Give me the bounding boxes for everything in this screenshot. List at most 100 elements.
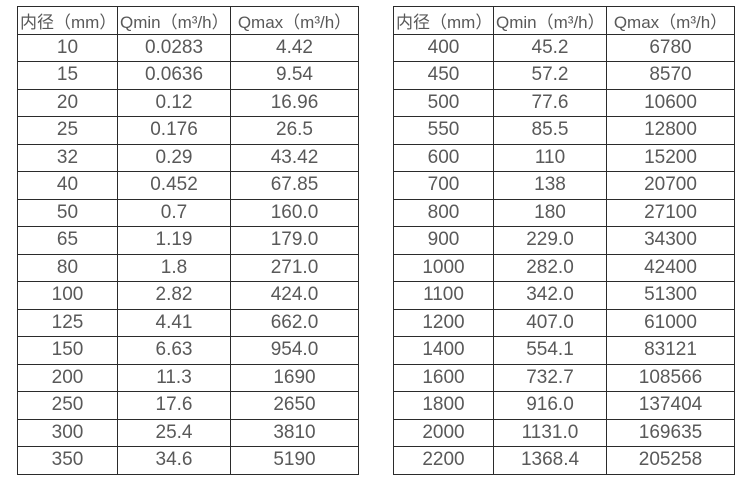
table-cell: 407.0: [493, 308, 607, 337]
table-cell: 700: [393, 171, 494, 200]
flow-table-small-diameters: 内径（mm） Qmin（m³/h） Qmax（m³/h） 10 0.0283 4.42 15…: [17, 6, 359, 475]
table-cell: 20: [17, 88, 118, 117]
table-row: 1200 407.0 61000: [393, 308, 735, 337]
table-cell: 26.5: [230, 116, 359, 145]
table-cell: 25.4: [117, 418, 231, 447]
table-row: 1800 916.0 137404: [393, 391, 735, 420]
table-cell: 50: [17, 198, 118, 227]
table-cell: 0.7: [117, 198, 231, 227]
table-cell: 205258: [606, 446, 735, 475]
table-cell: 1400: [393, 336, 494, 365]
table-cell: 500: [393, 88, 494, 117]
column-header: Qmax（m³/h）: [230, 6, 359, 35]
flow-rate-tables: 内径（mm） Qmin（m³/h） Qmax（m³/h） 10 0.0283 4.42 15…: [17, 6, 735, 475]
table-cell: 180: [493, 198, 607, 227]
table-cell: 4.41: [117, 308, 231, 337]
table-row: 65 1.19 179.0: [17, 226, 359, 255]
table-cell: 34300: [606, 226, 735, 255]
table-cell: 2200: [393, 446, 494, 475]
table-row: 40 0.452 67.85: [17, 171, 359, 200]
table-cell: 16.96: [230, 88, 359, 117]
table-cell: 20700: [606, 171, 735, 200]
table-cell: 1200: [393, 308, 494, 337]
table-cell: 83121: [606, 336, 735, 365]
table-row: 2200 1368.4 205258: [393, 446, 735, 475]
table-cell: 169635: [606, 418, 735, 447]
table-row: 150 6.63 954.0: [17, 336, 359, 365]
table-cell: 10600: [606, 88, 735, 117]
table-cell: 800: [393, 198, 494, 227]
table-row: 2000 1131.0 169635: [393, 418, 735, 447]
table-cell: 1100: [393, 281, 494, 310]
table-cell: 2650: [230, 391, 359, 420]
table-row: 300 25.4 3810: [17, 418, 359, 447]
table-cell: 15200: [606, 143, 735, 172]
table-cell: 67.85: [230, 171, 359, 200]
header-row: 内径（mm） Qmin（m³/h） Qmax（m³/h）: [393, 6, 735, 35]
table-cell: 900: [393, 226, 494, 255]
table-cell: 42400: [606, 253, 735, 282]
table-row: 900 229.0 34300: [393, 226, 735, 255]
table-cell: 1000: [393, 253, 494, 282]
table-row: 20 0.12 16.96: [17, 88, 359, 117]
table-cell: 12800: [606, 116, 735, 145]
table-cell: 34.6: [117, 446, 231, 475]
table-cell: 137404: [606, 391, 735, 420]
table-row: 1100 342.0 51300: [393, 281, 735, 310]
table-cell: 1368.4: [493, 446, 607, 475]
table-cell: 43.42: [230, 143, 359, 172]
table-cell: 271.0: [230, 253, 359, 282]
table-cell: 662.0: [230, 308, 359, 337]
table-row: 400 45.2 6780: [393, 33, 735, 62]
table-cell: 1800: [393, 391, 494, 420]
table-row: 700 138 20700: [393, 171, 735, 200]
table-cell: 160.0: [230, 198, 359, 227]
table-cell: 10: [17, 33, 118, 62]
table-cell: 4.42: [230, 33, 359, 62]
table-cell: 0.0636: [117, 61, 231, 90]
table-row: 1000 282.0 42400: [393, 253, 735, 282]
table-cell: 9.54: [230, 61, 359, 90]
table-cell: 8570: [606, 61, 735, 90]
column-header: 内径（mm）: [393, 6, 494, 35]
table-row: 450 57.2 8570: [393, 61, 735, 90]
table-cell: 0.452: [117, 171, 231, 200]
table-row: 10 0.0283 4.42: [17, 33, 359, 62]
table-cell: 229.0: [493, 226, 607, 255]
header-row: 内径（mm） Qmin（m³/h） Qmax（m³/h）: [17, 6, 359, 35]
table-cell: 138: [493, 171, 607, 200]
table-row: 550 85.5 12800: [393, 116, 735, 145]
table-cell: 1.19: [117, 226, 231, 255]
table-cell: 3810: [230, 418, 359, 447]
table-cell: 424.0: [230, 281, 359, 310]
table-cell: 0.29: [117, 143, 231, 172]
table-cell: 17.6: [117, 391, 231, 420]
table-cell: 32: [17, 143, 118, 172]
table-cell: 65: [17, 226, 118, 255]
table-cell: 0.176: [117, 116, 231, 145]
table-row: 1600 732.7 108566: [393, 363, 735, 392]
table-row: 25 0.176 26.5: [17, 116, 359, 145]
table-cell: 1690: [230, 363, 359, 392]
table-cell: 85.5: [493, 116, 607, 145]
table-cell: 100: [17, 281, 118, 310]
table-cell: 282.0: [493, 253, 607, 282]
table-cell: 954.0: [230, 336, 359, 365]
table-row: 125 4.41 662.0: [17, 308, 359, 337]
table-row: 50 0.7 160.0: [17, 198, 359, 227]
table-cell: 600: [393, 143, 494, 172]
table-cell: 550: [393, 116, 494, 145]
column-header: Qmin（m³/h）: [493, 6, 607, 35]
table-cell: 1600: [393, 363, 494, 392]
table-cell: 5190: [230, 446, 359, 475]
table-cell: 300: [17, 418, 118, 447]
table-row: 15 0.0636 9.54: [17, 61, 359, 90]
table-cell: 250: [17, 391, 118, 420]
flow-table-large-diameters: 内径（mm） Qmin（m³/h） Qmax（m³/h） 400 45.2 6780 450…: [393, 6, 735, 475]
table-cell: 0.12: [117, 88, 231, 117]
table-cell: 916.0: [493, 391, 607, 420]
table-cell: 6.63: [117, 336, 231, 365]
table-cell: 61000: [606, 308, 735, 337]
table-cell: 0.0283: [117, 33, 231, 62]
table-row: 80 1.8 271.0: [17, 253, 359, 282]
